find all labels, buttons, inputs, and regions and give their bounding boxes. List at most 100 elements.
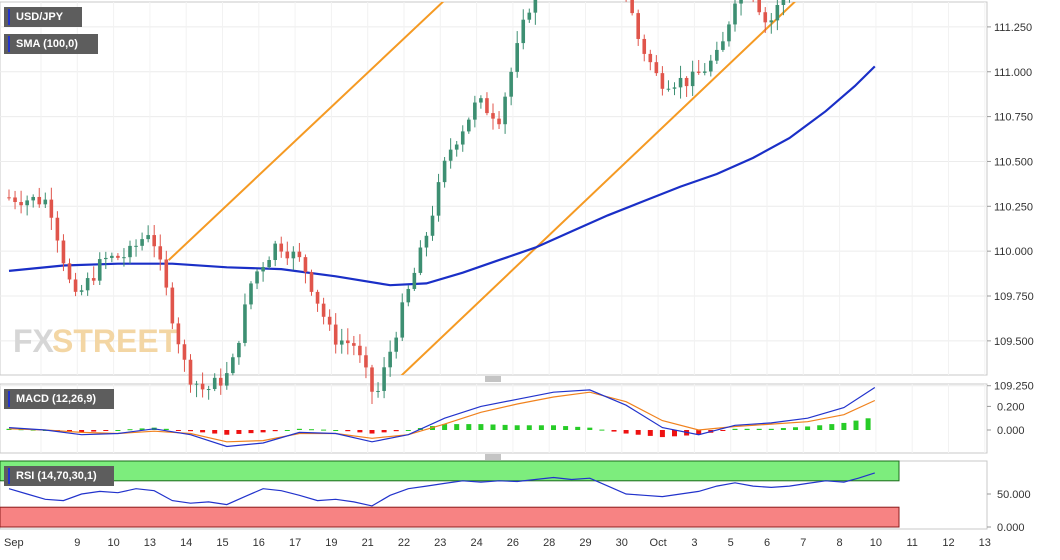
candle-body-bull [709,60,713,72]
candle-body-bull [678,77,683,88]
candle-body-bull [509,71,513,97]
candle-body-bear [696,71,701,73]
macd-label[interactable]: MACD (12,26,9) [4,389,114,409]
macd-histogram-bar-positive [551,425,556,430]
macd-histogram-bar-negative [611,430,617,432]
candle-body-bull [291,251,296,259]
macd-histogram-bar-positive [333,430,339,431]
candle-body-bull [454,144,459,150]
x-tick-label: 23 [434,537,446,549]
macd-histogram-bar-negative [393,430,399,432]
rsi-tick-label: 0.000 [997,522,1025,534]
candle-body-bull [273,243,277,261]
candle-body-bull [406,288,411,303]
x-tick-label: Sep [4,537,24,549]
candle-body-bear [636,13,640,39]
macd-histogram-bar-negative [272,430,278,432]
candle-body-bear [152,235,156,247]
macd-histogram-bar-positive [127,429,133,431]
macd-histogram-bar-negative [212,430,218,434]
price-tick-label: 111.000 [994,67,1032,79]
macd-histogram-bar-positive [829,424,835,430]
candle-body-bull [715,49,719,61]
candle-body-bull [739,0,743,4]
macd-histogram-bar-positive [538,425,544,430]
sma-label-marker [8,36,10,52]
x-tick-label: 21 [362,537,374,549]
macd-histogram-bar-negative [659,430,665,438]
macd-histogram-bar-positive [563,426,569,430]
candle-body-bull [533,0,538,13]
candle-body-bull [255,271,259,284]
candle-body-bull [128,245,132,258]
x-tick-label: 12 [942,537,954,549]
x-tick-label: 11 [906,537,917,549]
candle-body-bull [243,304,247,343]
macd-histogram-bar-positive [309,429,314,431]
macd-histogram-bar-negative [696,430,702,435]
macd-histogram-bar-negative [175,430,181,431]
sma-100-line [8,65,876,287]
candle-body-bear [630,0,634,14]
candle-body-bull [376,390,380,392]
candle-body-bull [521,19,526,44]
sma-label[interactable]: SMA (100,0) [4,34,98,54]
candle-body-bull [267,260,271,268]
macd-histogram-bar-positive [296,428,302,430]
macd-histogram-bar-positive [502,424,508,430]
candle-body-bull [339,340,344,345]
macd-histogram-bar-positive [793,427,798,430]
candle-body-bull [400,302,405,338]
channel-upper-line [168,2,445,261]
macd-tick-label: 0.000 [997,425,1025,437]
rsi-tick-label: 50.000 [997,489,1031,501]
macd-histogram-bar-negative [647,430,653,436]
rsi-label[interactable]: RSI (14,70,30,1) [4,466,114,486]
candle-body-bull [231,357,235,374]
macd-line [8,386,876,448]
candle-body-bear [491,113,495,119]
rsi-oversold-zone [0,506,900,528]
candle-body-bull [412,272,417,289]
macd-histogram-bar-negative [200,430,206,433]
candle-body-bear [333,324,338,345]
macd-histogram-bar-positive [805,426,811,430]
candle-body-bull [460,131,465,145]
macd-histogram-bar-negative [345,430,351,432]
candle-body-bull [690,71,695,87]
x-tick-label: 9 [74,537,80,549]
candle-body-bear [315,291,320,304]
candle-body-bear [176,323,181,345]
macd-histogram-bar-positive [139,428,145,430]
candle-body-bear [358,345,362,356]
symbol-label[interactable]: USD/JPY [4,7,82,27]
candle-body-bull [448,149,453,161]
candle-body-bear [327,316,332,325]
candle-body-bear [182,344,187,360]
macd-histogram-bar-positive [6,428,12,430]
x-tick-label: 22 [398,537,410,549]
x-tick-label: 3 [691,537,697,549]
candle-body-bull [31,196,35,201]
candle-body-bull [721,41,725,50]
macd-histogram-bar-positive [756,428,762,430]
macd-histogram-bar-negative [236,430,242,434]
symbol-label-marker [8,9,10,25]
candle-body-bear [158,246,163,260]
candle-body-bear [364,355,368,368]
macd-histogram-bar-positive [490,424,496,430]
x-tick-label: 19 [325,537,337,549]
candle-body-bull [515,43,519,72]
candle-body-bull [122,257,126,259]
candle-body-bear [279,243,284,252]
macd-histogram-bar-positive [442,424,448,430]
watermark-street: STREET [52,323,179,359]
candle-body-bull [85,278,90,291]
symbol-label-text: USD/JPY [16,11,64,23]
x-tick-label: 7 [800,537,806,549]
candle-body-bear [309,272,314,292]
macd-histogram-bar-negative [188,430,193,432]
x-tick-label: 5 [728,537,734,549]
candle-body-bull [261,267,265,272]
candle-body-bull [424,235,429,248]
